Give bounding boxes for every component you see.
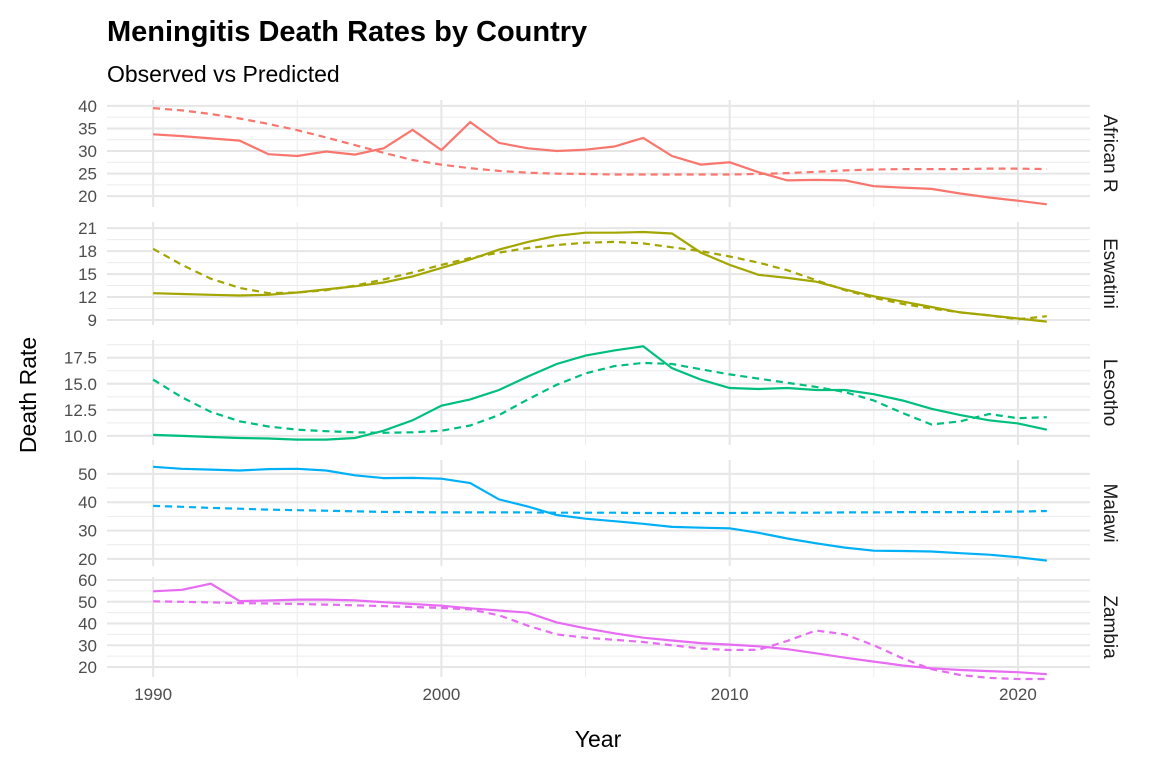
observed-series-line xyxy=(153,582,1047,676)
y-tick-label: 40 xyxy=(78,615,97,634)
facet-panel-lesotho: 10.0 12.5 15.0 17.5 Lesotho xyxy=(64,340,1120,446)
observed-series-line xyxy=(153,465,1047,562)
observed-series-line xyxy=(153,230,1047,323)
y-tick-label: 9 xyxy=(88,311,97,330)
y-tick-label: 40 xyxy=(78,97,97,116)
x-tick-label: 2010 xyxy=(711,685,749,704)
y-tick-label: 50 xyxy=(78,465,97,484)
y-tick-label: 15.0 xyxy=(64,375,97,394)
predicted-series-line xyxy=(152,361,1047,434)
y-tick-label: 40 xyxy=(78,493,97,512)
facet-strip-label: Lesotho xyxy=(1099,359,1120,427)
chart-title: Meningitis Death Rates by Country xyxy=(107,16,587,48)
y-axis-label: Death Rate xyxy=(15,337,41,453)
x-tick-label: 2020 xyxy=(999,685,1037,704)
y-tick-label: 21 xyxy=(78,219,97,238)
predicted-series-line xyxy=(153,600,1047,681)
observed-series-line xyxy=(153,345,1048,441)
y-tick-label: 12.5 xyxy=(64,401,97,420)
y-tick-label: 60 xyxy=(78,571,97,590)
y-tick-label: 10.0 xyxy=(64,427,97,446)
y-tick-label: 25 xyxy=(78,165,97,184)
x-tick-label: 2000 xyxy=(422,685,460,704)
facet-panel-eswatini: 9 12 15 18 21 Eswatini xyxy=(78,219,1120,330)
facet-panel-zambia: 20 30 40 50 60 Zambia xyxy=(78,571,1120,681)
facet-strip-label: Eswatini xyxy=(1099,238,1120,309)
y-tick-label: 18 xyxy=(78,242,97,261)
y-tick-label: 30 xyxy=(78,522,97,541)
y-tick-label: 17.5 xyxy=(64,349,97,368)
facet-strip-label: Zambia xyxy=(1099,595,1120,659)
predicted-series-line xyxy=(152,240,1047,321)
y-tick-label: 50 xyxy=(78,593,97,612)
observed-series-line xyxy=(153,120,1047,206)
y-tick-label: 20 xyxy=(78,550,97,569)
y-tick-label: 35 xyxy=(78,119,97,138)
y-tick-label: 30 xyxy=(78,636,97,655)
x-tick-label: 1990 xyxy=(134,685,172,704)
facet-panel-african-r: 20 25 30 35 40 African R xyxy=(78,97,1120,207)
facet-strip-label: African R xyxy=(1099,114,1120,192)
y-tick-label: 20 xyxy=(78,658,97,677)
predicted-series-line xyxy=(153,504,1047,515)
facet-strip-label: Malawi xyxy=(1099,483,1120,542)
x-axis-label: Year xyxy=(575,726,622,752)
y-tick-label: 20 xyxy=(78,187,97,206)
facet-panel-malawi: 20 30 40 50 Malawi xyxy=(78,460,1120,569)
predicted-series-line xyxy=(153,107,1047,176)
y-tick-label: 12 xyxy=(78,288,97,307)
y-tick-label: 15 xyxy=(78,265,97,284)
chart-subtitle: Observed vs Predicted xyxy=(107,61,340,87)
y-tick-label: 30 xyxy=(78,142,97,161)
